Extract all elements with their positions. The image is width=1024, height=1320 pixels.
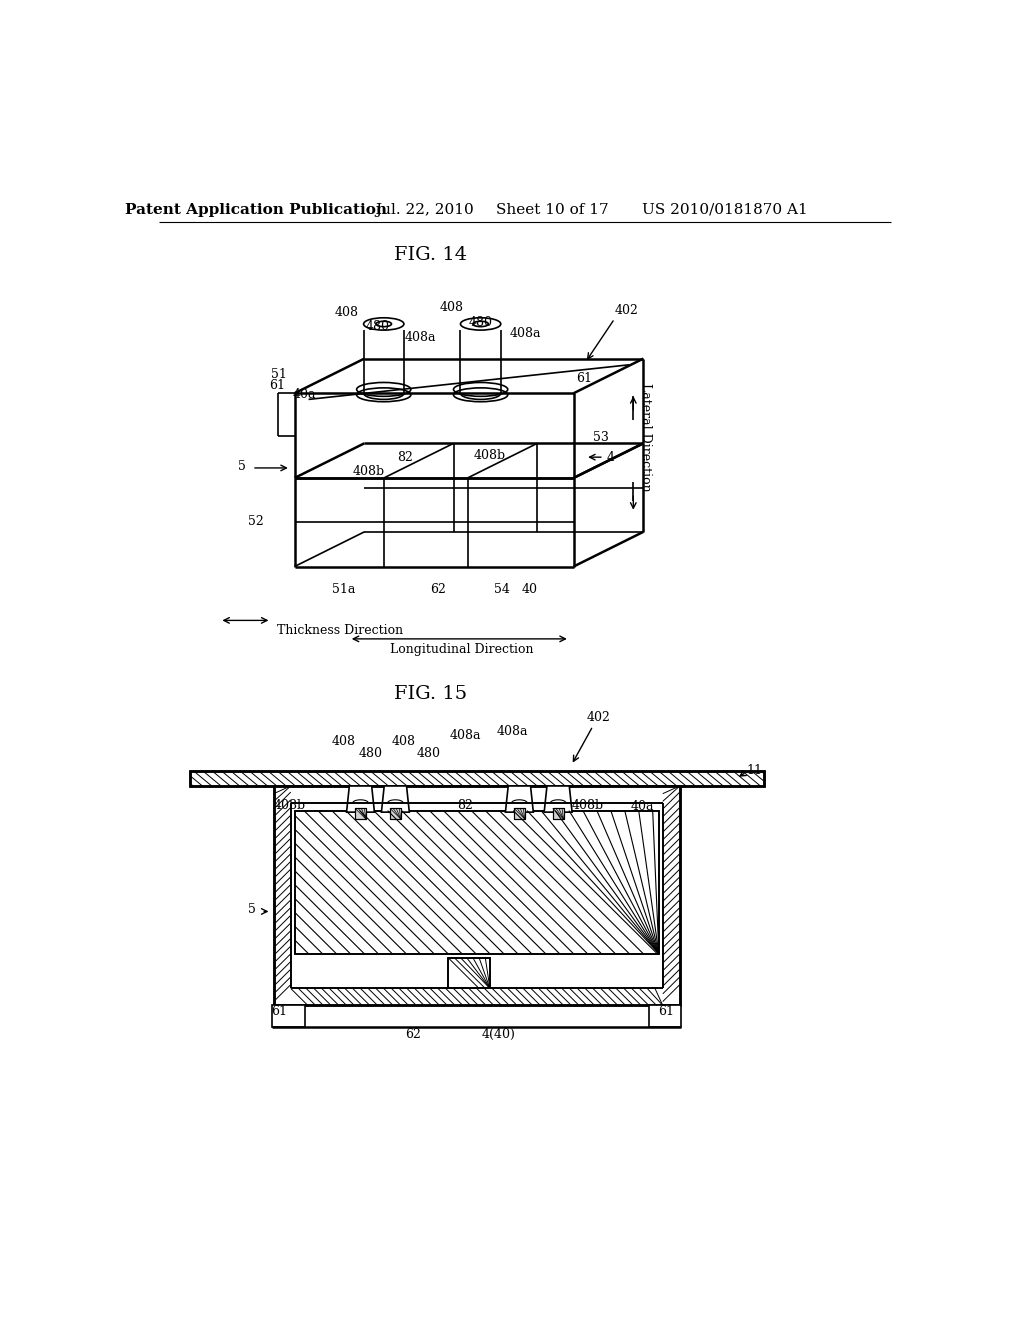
Text: 62: 62 [430,583,445,597]
Polygon shape [506,785,534,812]
Text: 408a: 408a [497,725,528,738]
Polygon shape [381,785,410,812]
Bar [649,1006,681,1027]
Text: 5: 5 [248,903,256,916]
Text: 61: 61 [657,1005,674,1018]
Text: Longitudinal Direction: Longitudinal Direction [389,643,534,656]
Text: 408b: 408b [474,449,506,462]
Text: 54: 54 [494,583,510,597]
Text: 40: 40 [521,583,538,597]
Polygon shape [346,785,375,812]
Bar [273,785,680,1006]
Bar [553,808,563,818]
Bar [449,958,489,989]
Text: 480: 480 [417,747,440,760]
Bar [355,808,366,818]
Bar [514,808,525,818]
Text: Lateral Direction: Lateral Direction [640,383,652,491]
Bar [295,810,658,954]
Bar [553,808,563,818]
Text: 40a: 40a [630,800,653,813]
Bar [295,810,658,954]
Text: 52: 52 [248,515,264,528]
Bar [390,808,400,818]
Text: 53: 53 [593,430,609,444]
Ellipse shape [473,321,488,326]
Text: 408a: 408a [509,327,541,341]
Ellipse shape [376,321,391,326]
Text: Sheet 10 of 17: Sheet 10 of 17 [497,203,609,216]
Polygon shape [544,785,572,812]
Text: 408b: 408b [352,465,384,478]
Text: 40a: 40a [292,388,315,400]
Bar [190,771,764,785]
Bar [390,808,400,818]
Bar [273,785,680,1006]
Text: 51a: 51a [332,583,355,597]
Text: 4(40): 4(40) [481,1028,515,1041]
Text: 408: 408 [335,306,358,319]
Bar [190,771,764,785]
Text: 61: 61 [268,379,285,392]
Text: 408a: 408a [450,729,481,742]
Bar [449,958,489,989]
Ellipse shape [454,383,508,396]
Text: 61: 61 [271,1005,287,1018]
Text: 11: 11 [746,764,763,777]
Text: 480: 480 [358,747,383,760]
Text: 82: 82 [397,450,414,463]
Text: 408b: 408b [274,799,306,812]
Text: FIG. 15: FIG. 15 [393,685,467,702]
Text: 61: 61 [575,372,592,385]
Bar [355,808,366,818]
Text: 5: 5 [238,459,246,473]
Text: 402: 402 [614,304,639,317]
Text: 408: 408 [391,735,415,748]
Ellipse shape [461,318,501,330]
Bar [514,808,525,818]
Text: 480: 480 [469,315,493,329]
Text: 408a: 408a [404,330,436,343]
Text: 51: 51 [271,367,287,380]
Text: 402: 402 [587,711,610,723]
Text: 62: 62 [406,1028,421,1041]
Text: 408: 408 [332,735,355,748]
Text: 408b: 408b [571,799,603,812]
Bar [272,1006,305,1027]
Text: 82: 82 [457,799,473,812]
Text: Jul. 22, 2010: Jul. 22, 2010 [376,203,474,216]
Text: 4: 4 [607,450,615,463]
Text: 408: 408 [440,301,464,314]
Ellipse shape [356,383,411,396]
Text: Patent Application Publication: Patent Application Publication [125,203,387,216]
Text: FIG. 14: FIG. 14 [393,246,467,264]
Text: 480: 480 [366,319,389,333]
Ellipse shape [364,318,403,330]
Text: US 2010/0181870 A1: US 2010/0181870 A1 [642,203,808,216]
Text: Thickness Direction: Thickness Direction [276,624,402,638]
